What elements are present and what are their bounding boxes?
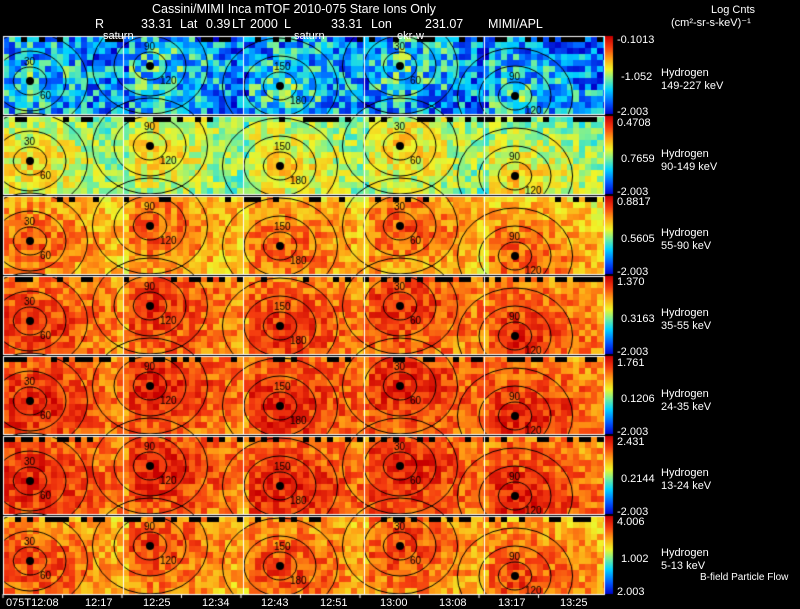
colorbar-mid-ch5: 0.1206 bbox=[621, 393, 655, 405]
energy-ch7: 5-13 keV bbox=[661, 560, 706, 572]
colorbar-max-ch3: 0.8817 bbox=[617, 196, 651, 208]
bfield-flow-label: B-field Particle Flow bbox=[700, 572, 789, 583]
colorbar-max-ch6: 2.431 bbox=[617, 436, 645, 448]
species-ch2: Hydrogen bbox=[661, 148, 709, 160]
colorbar-units-line1: Log Cnts bbox=[711, 4, 756, 16]
time-tick-4: 12:34 bbox=[202, 597, 230, 609]
colorbar-max-ch5: 1.761 bbox=[617, 357, 645, 369]
time-tick-2: 12:17 bbox=[85, 597, 113, 609]
colorbar-min-ch6: -2.003 bbox=[617, 506, 649, 518]
lat-label: Lat bbox=[180, 17, 198, 31]
energy-ch1: 149-227 keV bbox=[661, 80, 724, 92]
time-tick-8: 13:08 bbox=[439, 597, 467, 609]
time-tick-5: 12:43 bbox=[261, 597, 289, 609]
column-label-2: saturn bbox=[294, 30, 325, 42]
lon-label: Lon bbox=[371, 17, 392, 31]
lat-value: 0.39 bbox=[206, 17, 231, 31]
affiliation: MIMI/APL bbox=[488, 17, 543, 31]
species-ch5: Hydrogen bbox=[661, 388, 709, 400]
time-tick-10: 13:25 bbox=[560, 597, 588, 609]
lt-label: LT bbox=[232, 17, 246, 31]
energy-ch3: 55-90 keV bbox=[661, 240, 712, 252]
colorbar-min-ch4: -2.003 bbox=[617, 346, 649, 358]
column-label-3: ekr-w bbox=[397, 30, 424, 42]
energy-ch5: 24-35 keV bbox=[661, 401, 712, 413]
l-label: L bbox=[284, 17, 291, 31]
time-tick-1: 075T12:08 bbox=[6, 597, 59, 609]
species-ch3: Hydrogen bbox=[661, 227, 709, 239]
energy-ch2: 90-149 keV bbox=[661, 161, 718, 173]
lt-value: 2000 bbox=[250, 17, 278, 31]
colorbar-max-ch1: -0.1013 bbox=[617, 34, 655, 46]
species-ch4: Hydrogen bbox=[661, 307, 709, 319]
colorbar-max-ch7: 4.006 bbox=[617, 516, 645, 528]
species-ch7: Hydrogen bbox=[661, 547, 709, 559]
colorbar-min-ch7: 2.003 bbox=[617, 586, 645, 598]
r-value: 33.31 bbox=[141, 17, 173, 31]
colorbar-mid-ch2: 0.7659 bbox=[621, 153, 655, 165]
time-tick-9: 13:17 bbox=[498, 597, 526, 609]
time-tick-6: 12:51 bbox=[320, 597, 348, 609]
colorbar-min-ch5: -2.003 bbox=[617, 426, 649, 438]
colorbar-mid-ch3: 0.5605 bbox=[621, 233, 655, 245]
colorbar-units-line2: (cm²-sr-s-keV)⁻¹ bbox=[671, 17, 751, 29]
species-ch6: Hydrogen bbox=[661, 467, 709, 479]
time-tick-7: 13:00 bbox=[380, 597, 408, 609]
colorbar-min-ch2: -2.003 bbox=[617, 186, 649, 198]
colorbar-min-ch3: -2.003 bbox=[617, 266, 649, 278]
plot-title: Cassini/MIMI Inca mTOF 2010-075 Stare Io… bbox=[152, 2, 436, 16]
lon-value: 231.07 bbox=[425, 17, 464, 31]
colorbar-mid-ch6: 0.2144 bbox=[621, 473, 655, 485]
energy-ch6: 13-24 keV bbox=[661, 480, 712, 492]
colorbar-mid-ch7: 1.002 bbox=[621, 553, 649, 565]
colorbar-max-ch2: 0.4708 bbox=[617, 117, 651, 129]
r-label: R bbox=[95, 17, 105, 31]
l-value: 33.31 bbox=[331, 17, 363, 31]
time-tick-3: 12:25 bbox=[143, 597, 171, 609]
colorbar-max-ch4: 1.370 bbox=[617, 276, 645, 288]
colorbar-mid-ch4: 0.3163 bbox=[621, 313, 655, 325]
colorbar-min-ch1: -2.003 bbox=[617, 106, 649, 118]
column-label-1: saturn bbox=[103, 30, 134, 42]
species-ch1: Hydrogen bbox=[661, 67, 709, 79]
colorbar-mid-ch1: -1.052 bbox=[621, 71, 653, 83]
energy-ch4: 35-55 keV bbox=[661, 320, 712, 332]
